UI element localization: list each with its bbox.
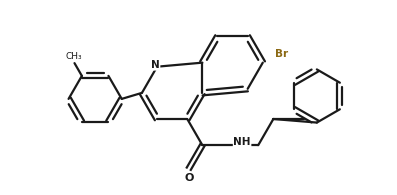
Text: N: N [151,60,160,70]
Text: NH: NH [233,137,251,147]
Text: O: O [184,173,193,183]
Text: Br: Br [275,49,288,59]
Text: CH₃: CH₃ [66,52,82,61]
